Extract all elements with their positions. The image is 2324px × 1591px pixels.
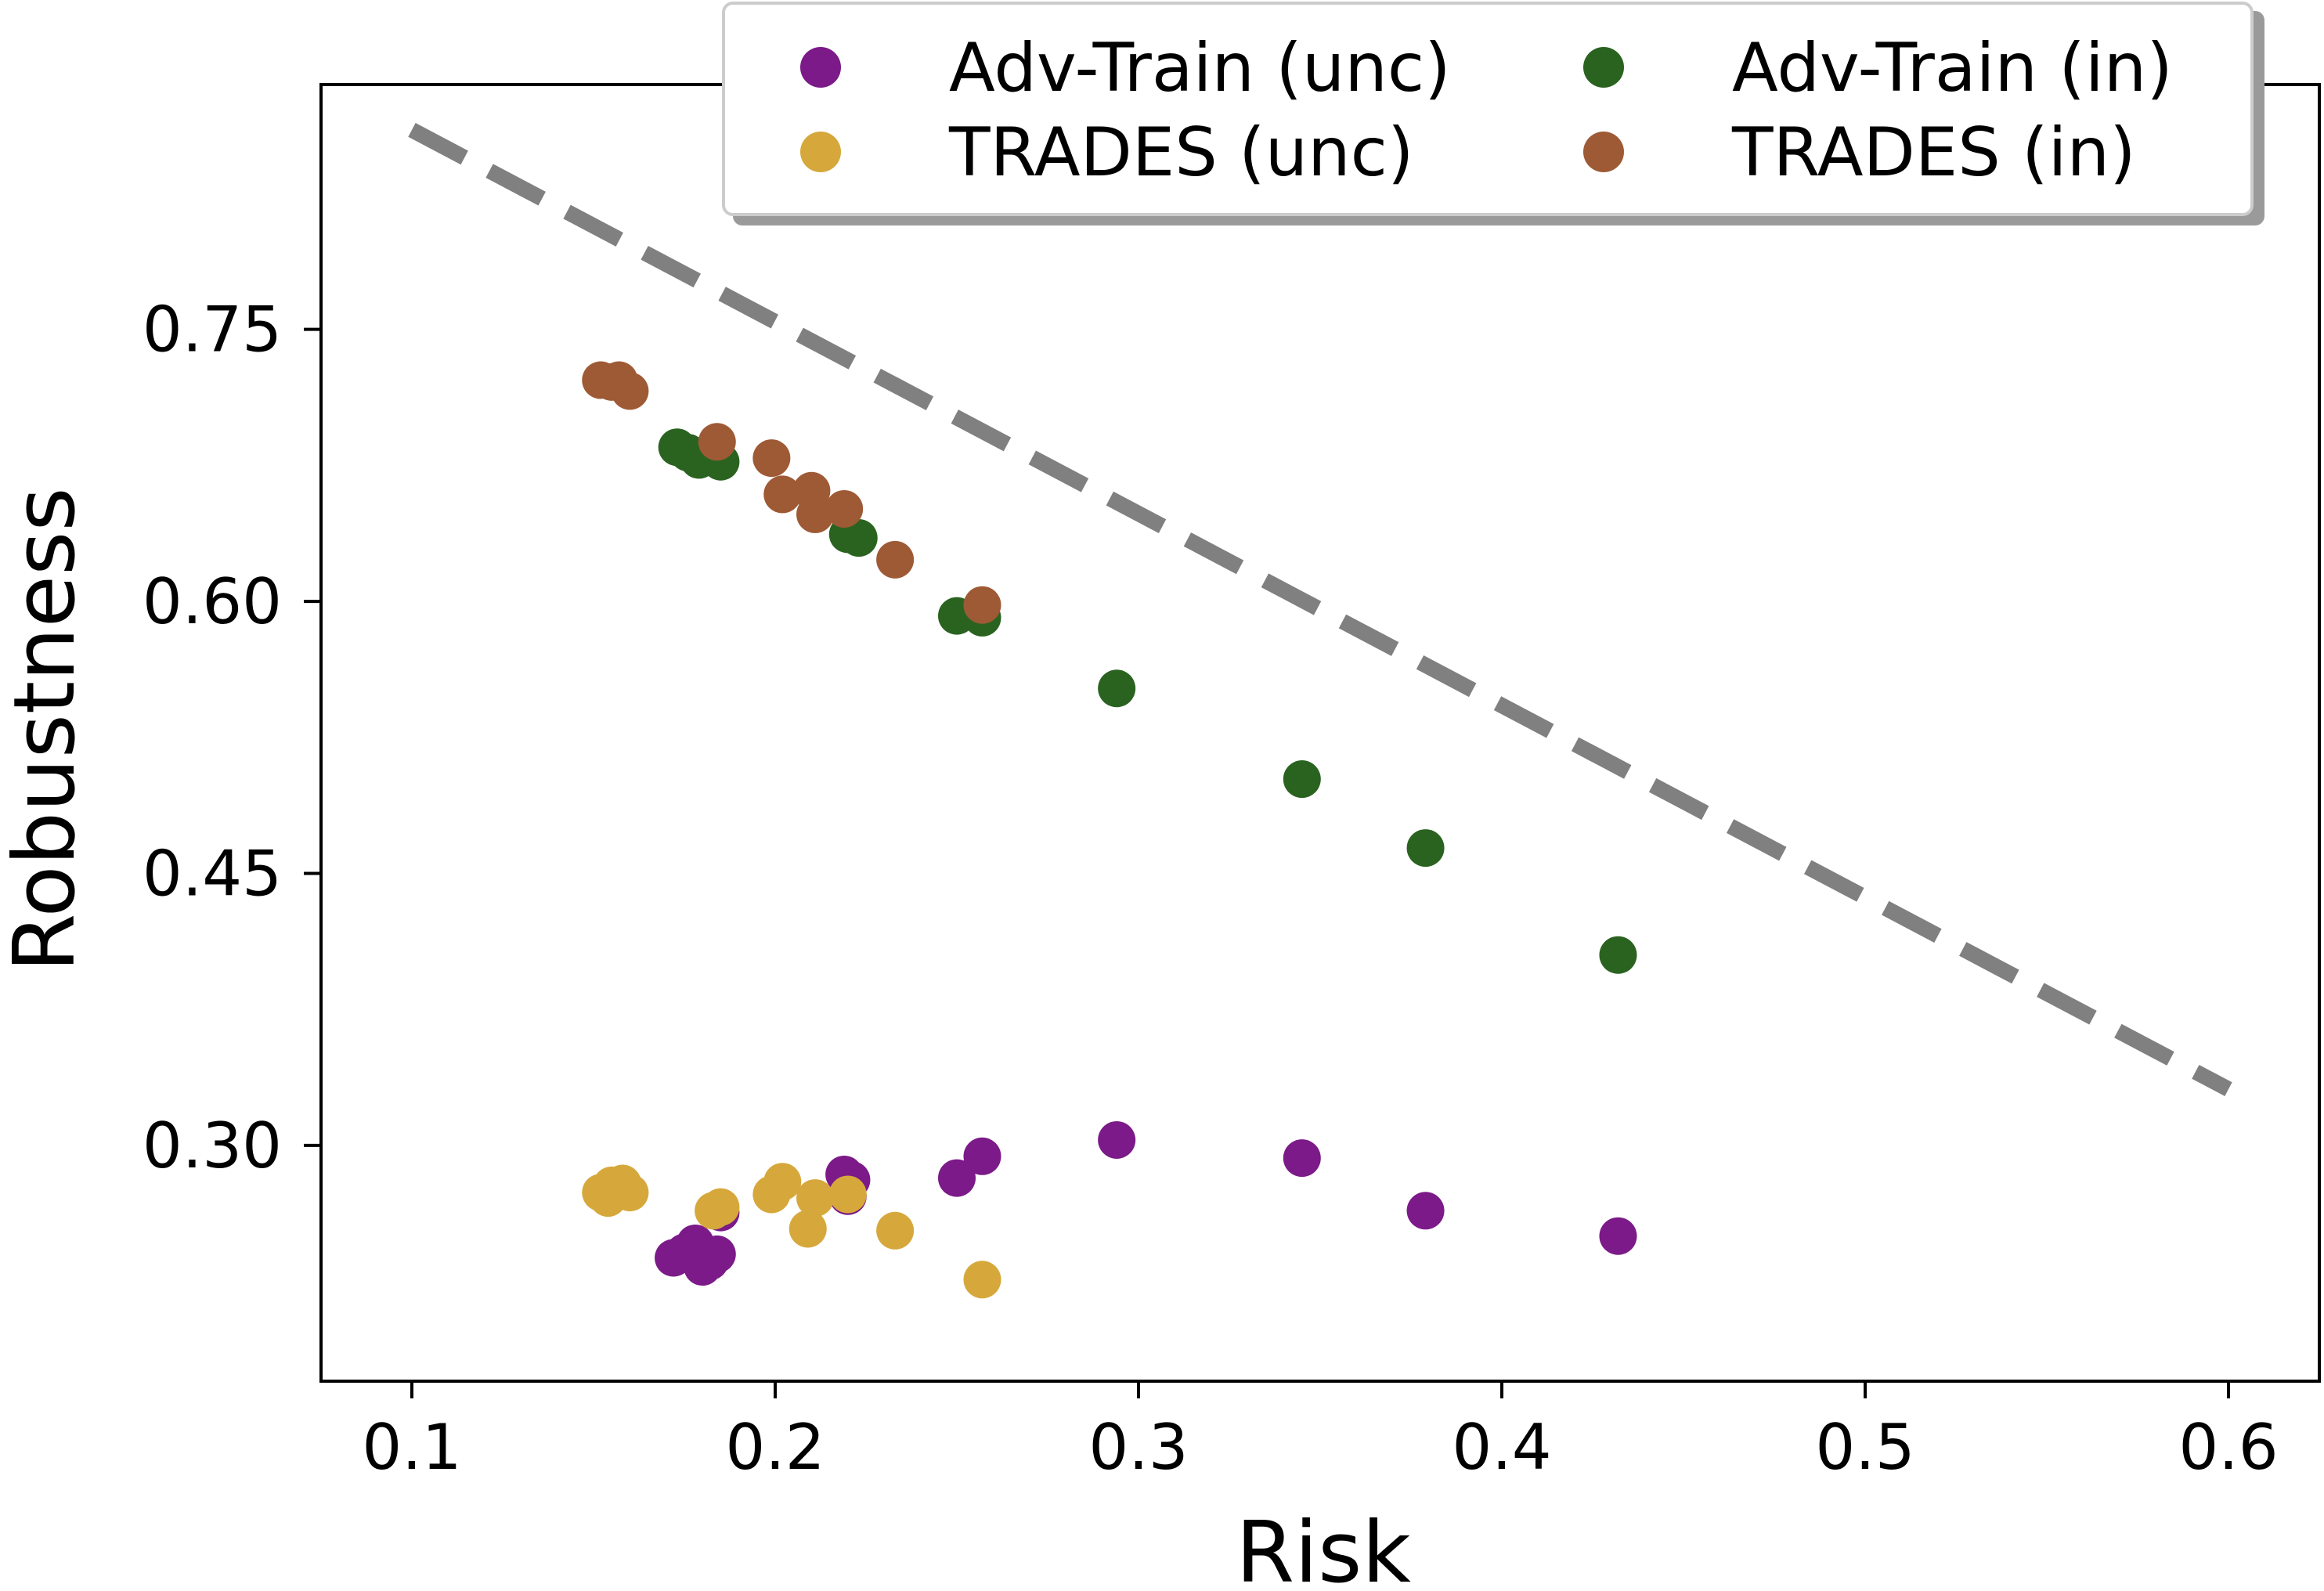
data-point bbox=[963, 1261, 1001, 1299]
legend-label: Adv-Train (in) bbox=[1732, 29, 2173, 107]
data-points bbox=[582, 361, 1637, 1299]
data-point bbox=[763, 1163, 802, 1201]
data-point bbox=[796, 495, 835, 533]
data-point bbox=[698, 423, 736, 461]
data-point bbox=[1098, 669, 1136, 708]
x-tick-label: 0.2 bbox=[725, 1411, 825, 1484]
legend-box bbox=[722, 2, 2254, 216]
reference-line-layer bbox=[408, 123, 2232, 1096]
legend-label: TRADES (unc) bbox=[948, 114, 1414, 192]
data-point bbox=[839, 519, 878, 557]
x-tick-label: 0.6 bbox=[2178, 1411, 2278, 1484]
y-tick-label: 0.75 bbox=[143, 294, 282, 366]
data-point bbox=[825, 489, 864, 528]
legend-label: TRADES (in) bbox=[1731, 114, 2136, 192]
data-point bbox=[876, 1211, 915, 1250]
data-point bbox=[698, 1235, 736, 1273]
data-point bbox=[828, 1175, 867, 1214]
x-tick-label: 0.1 bbox=[362, 1411, 461, 1484]
data-point bbox=[763, 475, 802, 514]
data-point bbox=[796, 1179, 835, 1218]
data-point bbox=[1406, 829, 1445, 868]
y-tick-label: 0.30 bbox=[143, 1109, 282, 1182]
data-point bbox=[1599, 936, 1637, 974]
legend-marker bbox=[1583, 132, 1624, 172]
legend-marker bbox=[1583, 47, 1624, 88]
axis-ticks: 0.1 0.2 0.3 0.4 0.5 0.6 0.30 0.45 0.60 0.75 bbox=[143, 294, 2279, 1484]
y-tick-label: 0.60 bbox=[143, 565, 282, 638]
legend-label: Adv-Train (unc) bbox=[949, 29, 1451, 107]
data-point bbox=[963, 586, 1001, 624]
legend: Adv-Train (unc) Adv-Train (in) TRADES (unc… bbox=[722, 2, 2264, 225]
x-axis-label: Risk bbox=[1236, 1504, 1411, 1591]
legend-marker bbox=[800, 47, 841, 88]
data-point bbox=[963, 1137, 1001, 1175]
data-point bbox=[1599, 1217, 1637, 1255]
data-point bbox=[938, 1159, 976, 1197]
data-point bbox=[702, 1188, 740, 1226]
data-point bbox=[788, 1210, 827, 1248]
x-tick-label: 0.4 bbox=[1452, 1411, 1551, 1484]
y-tick-label: 0.45 bbox=[143, 837, 282, 910]
y-axis-label: Robustness bbox=[0, 487, 94, 972]
x-tick-label: 0.5 bbox=[1815, 1411, 1914, 1484]
data-point bbox=[752, 439, 791, 478]
legend-marker bbox=[800, 132, 841, 172]
data-point bbox=[611, 372, 649, 410]
data-point bbox=[589, 1179, 627, 1218]
data-point bbox=[1283, 1139, 1321, 1178]
data-point bbox=[1098, 1120, 1136, 1159]
data-point bbox=[1283, 760, 1321, 799]
data-point bbox=[876, 540, 915, 579]
dashed-reference-line bbox=[408, 123, 2232, 1096]
data-point bbox=[1406, 1192, 1445, 1230]
x-tick-label: 0.3 bbox=[1088, 1411, 1188, 1484]
